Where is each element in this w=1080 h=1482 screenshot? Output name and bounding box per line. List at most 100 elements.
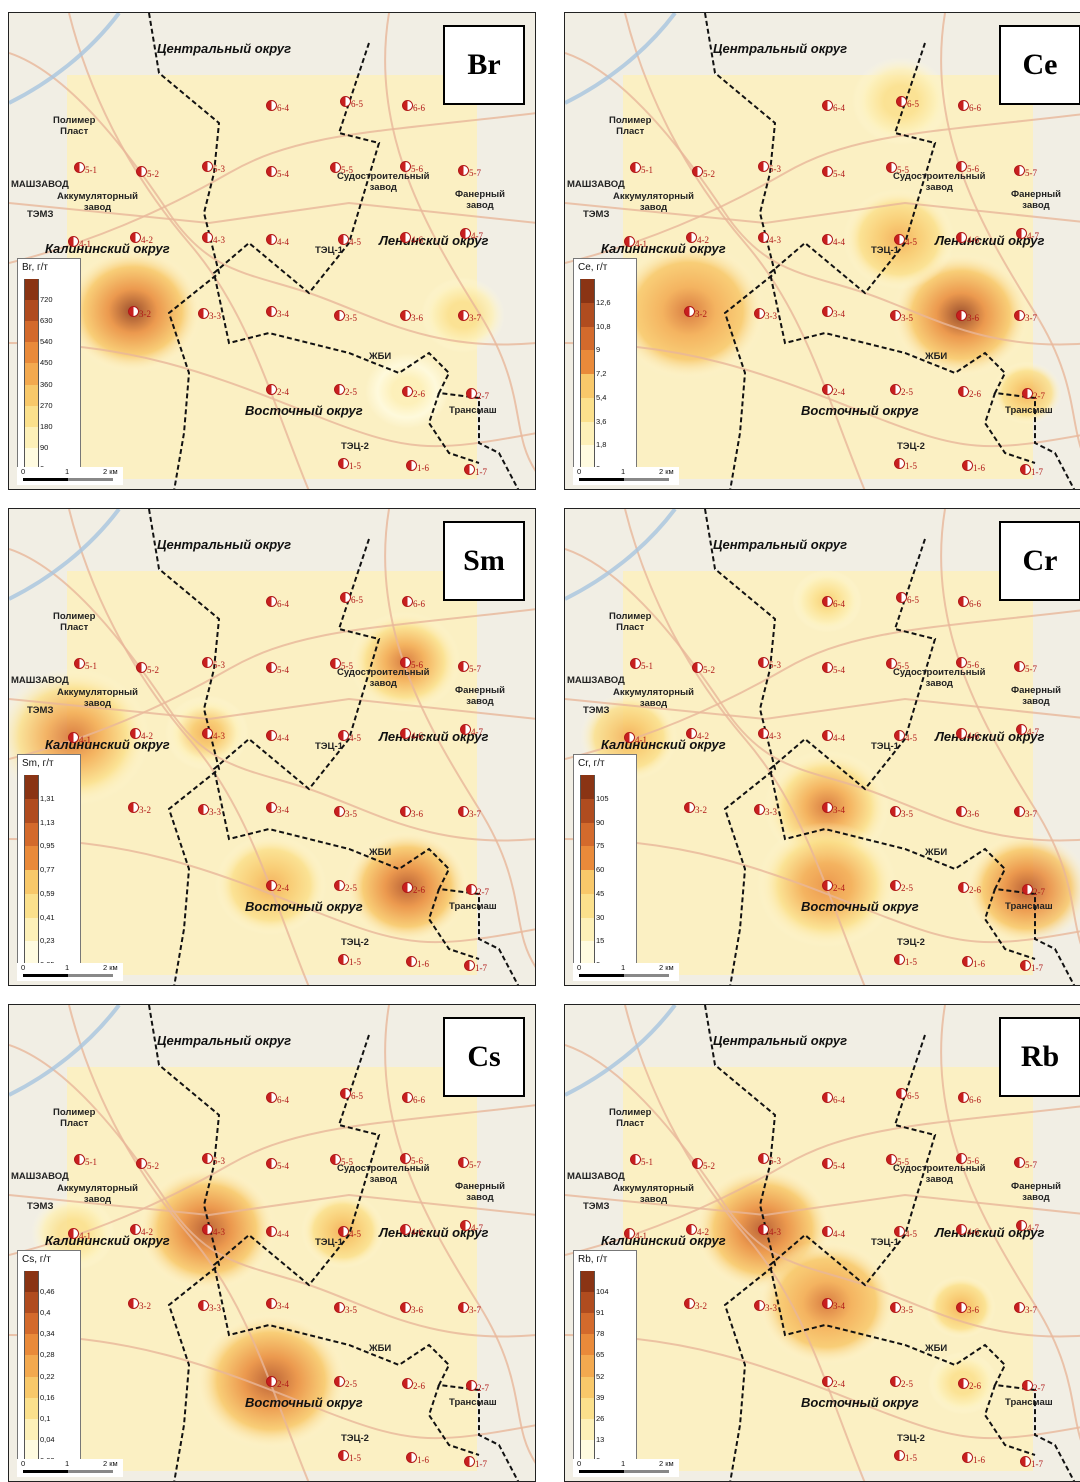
sampling-point-marker xyxy=(266,596,277,607)
sampling-point-marker xyxy=(334,880,345,891)
district-boundary xyxy=(704,13,777,489)
sampling-point-label: 5-5 xyxy=(341,165,353,175)
sampling-point-label: 3-2 xyxy=(695,1301,707,1311)
legend-swatch xyxy=(24,1376,39,1398)
road xyxy=(9,1193,535,1217)
road xyxy=(68,1005,310,1481)
legend-swatch xyxy=(580,1334,595,1356)
sampling-point-label: 4-6 xyxy=(411,235,423,245)
sampling-point-marker xyxy=(1022,884,1033,895)
sampling-point-label: 5-1 xyxy=(85,165,97,175)
sampling-point-marker xyxy=(400,1302,411,1313)
sampling-point-label: 5-4 xyxy=(277,169,289,179)
scale-bar-label: 1 xyxy=(65,467,70,476)
sampling-point-marker xyxy=(894,954,905,965)
place-label-akkum: Аккумуляторный завод xyxy=(613,687,694,709)
legend-swatch xyxy=(24,1313,39,1335)
sampling-point-marker xyxy=(822,1158,833,1169)
place-label-tec2: ТЭЦ-2 xyxy=(341,1433,369,1444)
district-boundary xyxy=(768,1034,1076,1481)
sampling-point-marker xyxy=(128,1298,139,1309)
place-label-faner: Фанерный завод xyxy=(455,189,505,211)
sampling-point-label: 5-1 xyxy=(641,1157,653,1167)
district-boundary xyxy=(768,538,1076,985)
scale-bar-label: 0 xyxy=(21,467,26,476)
sampling-point-label: 4-4 xyxy=(277,1229,289,1239)
sampling-point-marker xyxy=(894,234,905,245)
legend-tick-label: 360 xyxy=(40,379,53,389)
sampling-point-label: 4-7 xyxy=(1027,727,1039,737)
legend-tick-label: 15 xyxy=(596,936,605,946)
road xyxy=(940,13,1080,449)
sampling-point-label: 5-3 xyxy=(213,164,225,174)
place-label-sudostr: Судостроительный завод xyxy=(337,667,430,689)
sampling-point-marker xyxy=(266,166,277,177)
road xyxy=(384,1005,535,1464)
legend-swatch xyxy=(580,302,595,327)
sampling-point-marker xyxy=(1016,724,1027,735)
sampling-point-label: 4-2 xyxy=(141,235,153,245)
sampling-point-marker xyxy=(624,1228,635,1239)
sampling-point-marker xyxy=(822,384,833,395)
legend-tick-label: 90 xyxy=(40,442,49,452)
sampling-point-marker xyxy=(202,657,213,668)
legend-tick-label: 45 xyxy=(596,888,605,898)
district-label-central: Центральный округ xyxy=(713,537,848,552)
sampling-point-marker xyxy=(822,880,833,891)
sampling-point-marker xyxy=(338,730,349,741)
legend-tick-label: 90 xyxy=(596,817,605,827)
place-label-zhbi: ЖБИ xyxy=(369,847,392,858)
sampling-point-label: 2-6 xyxy=(969,389,981,399)
district-label-central: Центральный округ xyxy=(713,41,848,56)
sampling-point-marker xyxy=(956,657,967,668)
place-label-tems: ТЭМЗ xyxy=(583,705,610,716)
sampling-point-marker xyxy=(266,384,277,395)
sampling-point-marker xyxy=(400,161,411,172)
sampling-point-marker xyxy=(458,310,469,321)
sampling-point-label: 6-6 xyxy=(969,1095,981,1105)
sampling-point-label: 4-2 xyxy=(697,1227,709,1237)
district-boundary xyxy=(427,392,480,464)
sampling-point-marker xyxy=(956,806,967,817)
sampling-point-marker xyxy=(1022,388,1033,399)
place-label-akkum: Аккумуляторный завод xyxy=(57,687,138,709)
legend-swatch xyxy=(24,342,39,364)
basemap xyxy=(565,13,1080,489)
sampling-point-marker xyxy=(956,232,967,243)
sampling-point-marker xyxy=(1014,661,1025,672)
legend-tick-label: 7,2 xyxy=(596,369,607,378)
sampling-point-marker xyxy=(758,1153,769,1164)
legend-swatch xyxy=(580,1376,595,1398)
road xyxy=(9,342,535,448)
legend-swatch xyxy=(580,326,595,351)
sampling-point-label: 5-4 xyxy=(833,1161,845,1171)
sampling-point-label: 2-7 xyxy=(1033,1383,1045,1393)
sampling-point-label: 1-5 xyxy=(349,1453,361,1463)
road xyxy=(565,548,1080,842)
sampling-point-label: 2-6 xyxy=(969,885,981,895)
place-label-faner: Фанерный завод xyxy=(1011,1181,1061,1203)
sampling-point-marker xyxy=(958,1092,969,1103)
place-label-akkum: Аккумуляторный завод xyxy=(57,1183,138,1205)
legend-swatch xyxy=(24,1355,39,1377)
sampling-point-marker xyxy=(890,1302,901,1313)
sampling-point-label: 5-5 xyxy=(897,1157,909,1167)
river xyxy=(9,1005,121,1097)
scale-bar-label: 1 xyxy=(621,467,626,476)
place-label-mashzavod: МАШЗАВОД xyxy=(567,675,625,686)
sampling-point-label: 2-6 xyxy=(969,1381,981,1391)
sampling-point-marker xyxy=(962,460,973,471)
sampling-point-label: 4-3 xyxy=(213,1227,225,1237)
sampling-point-marker xyxy=(890,310,901,321)
sampling-point-label: 5-7 xyxy=(469,168,481,178)
sampling-point-marker xyxy=(758,161,769,172)
sampling-point-label: 1-6 xyxy=(417,463,429,473)
sampling-point-label: 6-5 xyxy=(351,1091,363,1101)
sampling-point-marker xyxy=(202,1224,213,1235)
sampling-point-marker xyxy=(956,1224,967,1235)
scale-bar-label: 2 км xyxy=(103,467,118,476)
road xyxy=(940,1005,1080,1441)
sampling-point-label: 3-4 xyxy=(833,309,845,319)
legend-tick-label: 1,13 xyxy=(40,817,55,827)
sampling-point-marker xyxy=(822,1298,833,1309)
